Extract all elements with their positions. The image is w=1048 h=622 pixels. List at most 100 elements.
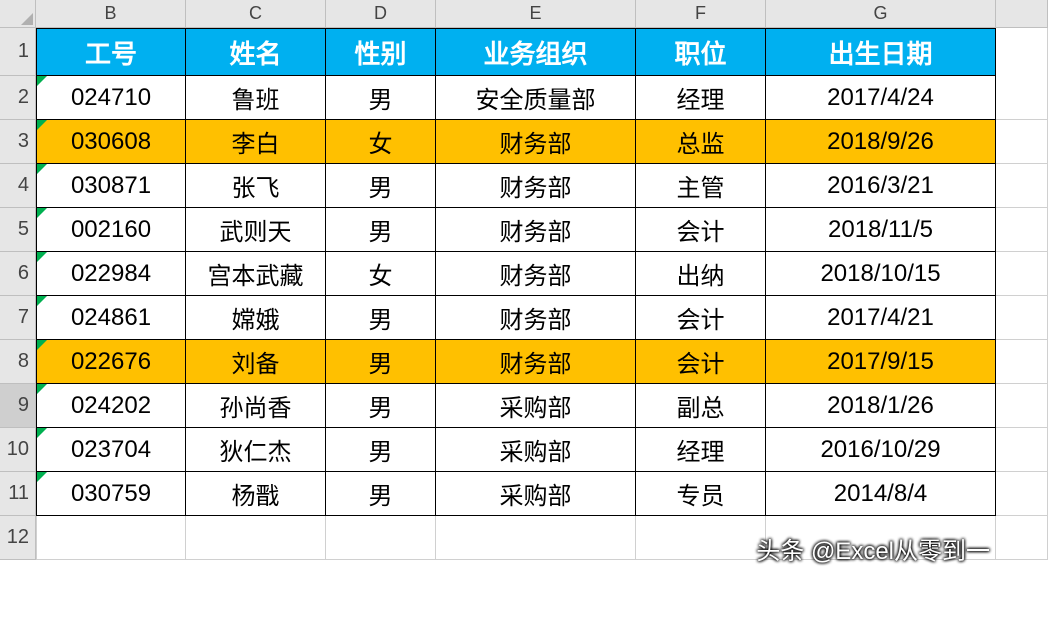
table-header-cell[interactable]: 姓名 <box>186 28 326 76</box>
empty-cell[interactable] <box>996 208 1048 252</box>
table-cell[interactable]: 财务部 <box>436 120 636 164</box>
table-cell[interactable]: 022984 <box>36 252 186 296</box>
table-cell[interactable]: 会计 <box>636 340 766 384</box>
table-cell[interactable]: 2016/10/29 <box>766 428 996 472</box>
table-cell[interactable]: 男 <box>326 384 436 428</box>
column-header-C[interactable]: C <box>186 0 326 28</box>
empty-cell[interactable] <box>436 516 636 560</box>
row-header-9[interactable]: 9 <box>0 384 36 428</box>
column-header-B[interactable]: B <box>36 0 186 28</box>
table-cell[interactable]: 采购部 <box>436 428 636 472</box>
row-header-5[interactable]: 5 <box>0 208 36 252</box>
table-cell[interactable]: 经理 <box>636 428 766 472</box>
empty-cell[interactable] <box>326 516 436 560</box>
table-cell[interactable]: 张飞 <box>186 164 326 208</box>
table-cell[interactable]: 2018/10/15 <box>766 252 996 296</box>
table-cell[interactable]: 2017/4/21 <box>766 296 996 340</box>
empty-cell[interactable] <box>996 340 1048 384</box>
row-header-3[interactable]: 3 <box>0 120 36 164</box>
table-cell[interactable]: 024202 <box>36 384 186 428</box>
table-cell[interactable]: 男 <box>326 428 436 472</box>
column-header-E[interactable]: E <box>436 0 636 28</box>
select-all-corner[interactable] <box>0 0 36 28</box>
table-cell[interactable]: 023704 <box>36 428 186 472</box>
table-cell[interactable]: 024861 <box>36 296 186 340</box>
table-cell[interactable]: 孙尚香 <box>186 384 326 428</box>
table-cell[interactable]: 030759 <box>36 472 186 516</box>
table-cell[interactable]: 主管 <box>636 164 766 208</box>
table-cell[interactable]: 男 <box>326 164 436 208</box>
table-cell[interactable]: 022676 <box>36 340 186 384</box>
table-cell[interactable]: 2014/8/4 <box>766 472 996 516</box>
table-cell[interactable]: 经理 <box>636 76 766 120</box>
table-cell[interactable]: 专员 <box>636 472 766 516</box>
empty-cell[interactable] <box>996 384 1048 428</box>
empty-cell[interactable] <box>766 516 996 560</box>
table-cell[interactable]: 鲁班 <box>186 76 326 120</box>
empty-cell[interactable] <box>996 296 1048 340</box>
empty-cell[interactable] <box>996 252 1048 296</box>
table-cell[interactable]: 刘备 <box>186 340 326 384</box>
table-cell[interactable]: 2018/11/5 <box>766 208 996 252</box>
table-cell[interactable]: 2017/4/24 <box>766 76 996 120</box>
table-cell[interactable]: 024710 <box>36 76 186 120</box>
table-cell[interactable]: 嫦娥 <box>186 296 326 340</box>
empty-cell[interactable] <box>636 516 766 560</box>
table-cell[interactable]: 男 <box>326 472 436 516</box>
row-header-10[interactable]: 10 <box>0 428 36 472</box>
row-header-7[interactable]: 7 <box>0 296 36 340</box>
table-cell[interactable]: 男 <box>326 76 436 120</box>
table-cell[interactable]: 副总 <box>636 384 766 428</box>
table-cell[interactable]: 会计 <box>636 208 766 252</box>
table-header-cell[interactable]: 工号 <box>36 28 186 76</box>
table-cell[interactable]: 财务部 <box>436 208 636 252</box>
table-cell[interactable]: 女 <box>326 120 436 164</box>
empty-cell[interactable] <box>996 28 1048 76</box>
table-cell[interactable]: 男 <box>326 296 436 340</box>
table-cell[interactable]: 2018/1/26 <box>766 384 996 428</box>
table-cell[interactable]: 2017/9/15 <box>766 340 996 384</box>
empty-cell[interactable] <box>996 472 1048 516</box>
row-header-12[interactable]: 12 <box>0 516 36 560</box>
table-cell[interactable]: 030871 <box>36 164 186 208</box>
column-header-D[interactable]: D <box>326 0 436 28</box>
table-cell[interactable]: 女 <box>326 252 436 296</box>
empty-cell[interactable] <box>996 516 1048 560</box>
table-cell[interactable]: 2018/9/26 <box>766 120 996 164</box>
row-header-11[interactable]: 11 <box>0 472 36 516</box>
table-cell[interactable]: 杨戬 <box>186 472 326 516</box>
empty-cell[interactable] <box>186 516 326 560</box>
table-cell[interactable]: 002160 <box>36 208 186 252</box>
table-cell[interactable]: 财务部 <box>436 340 636 384</box>
row-header-8[interactable]: 8 <box>0 340 36 384</box>
column-header-F[interactable]: F <box>636 0 766 28</box>
table-cell[interactable]: 采购部 <box>436 384 636 428</box>
table-cell[interactable]: 财务部 <box>436 164 636 208</box>
table-cell[interactable]: 安全质量部 <box>436 76 636 120</box>
table-cell[interactable]: 宫本武藏 <box>186 252 326 296</box>
table-cell[interactable]: 采购部 <box>436 472 636 516</box>
table-cell[interactable]: 男 <box>326 208 436 252</box>
table-header-cell[interactable]: 职位 <box>636 28 766 76</box>
table-cell[interactable]: 2016/3/21 <box>766 164 996 208</box>
table-cell[interactable]: 狄仁杰 <box>186 428 326 472</box>
table-header-cell[interactable]: 性别 <box>326 28 436 76</box>
table-header-cell[interactable]: 出生日期 <box>766 28 996 76</box>
row-header-6[interactable]: 6 <box>0 252 36 296</box>
table-cell[interactable]: 总监 <box>636 120 766 164</box>
empty-cell[interactable] <box>996 164 1048 208</box>
table-cell[interactable]: 030608 <box>36 120 186 164</box>
empty-cell[interactable] <box>996 76 1048 120</box>
table-cell[interactable]: 武则天 <box>186 208 326 252</box>
table-header-cell[interactable]: 业务组织 <box>436 28 636 76</box>
empty-cell[interactable] <box>36 516 186 560</box>
table-cell[interactable]: 会计 <box>636 296 766 340</box>
row-header-2[interactable]: 2 <box>0 76 36 120</box>
table-cell[interactable]: 出纳 <box>636 252 766 296</box>
table-cell[interactable]: 财务部 <box>436 252 636 296</box>
table-cell[interactable]: 李白 <box>186 120 326 164</box>
table-cell[interactable]: 财务部 <box>436 296 636 340</box>
row-header-1[interactable]: 1 <box>0 28 36 76</box>
table-cell[interactable]: 男 <box>326 340 436 384</box>
column-header-G[interactable]: G <box>766 0 996 28</box>
